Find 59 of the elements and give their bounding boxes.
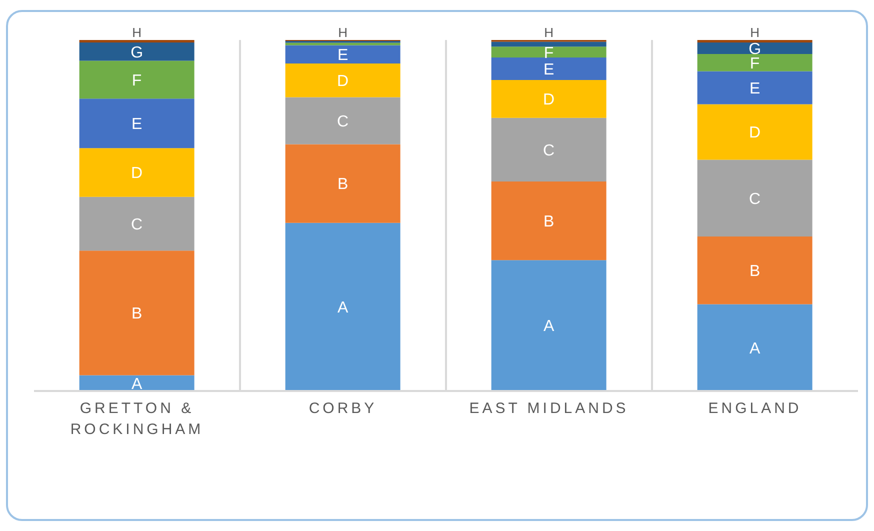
text: A: [543, 318, 554, 336]
text: A: [337, 300, 348, 317]
text: H: [750, 25, 760, 40]
bar: [697, 160, 812, 237]
series-label: A: [131, 376, 142, 393]
bar: [491, 58, 606, 80]
x-tick-label: EAST MIDLANDS: [469, 400, 629, 417]
text: D: [749, 124, 761, 142]
bar: [697, 236, 812, 304]
bar: [285, 64, 400, 98]
series-label: C: [337, 113, 349, 130]
x-tick-label: GRETTON & ROCKINGHAM: [70, 400, 204, 438]
bar: [285, 45, 400, 64]
bar: [697, 54, 812, 72]
bar: [697, 42, 812, 54]
bar: [79, 250, 194, 376]
bar: [285, 42, 400, 46]
bar: [285, 97, 400, 144]
text: C: [131, 216, 143, 234]
bar: [697, 71, 812, 104]
text: C: [543, 142, 555, 160]
text: H: [544, 25, 554, 40]
text: E: [543, 61, 554, 78]
text: G: [748, 40, 762, 58]
bar: [79, 42, 194, 61]
bar: [79, 148, 194, 197]
bar: [491, 42, 606, 47]
text: B: [337, 176, 348, 194]
text: E: [749, 80, 760, 98]
bar: [491, 260, 606, 391]
series-label: G: [130, 44, 144, 62]
series-label: D: [337, 73, 349, 90]
bar: [285, 144, 400, 223]
text: B: [131, 306, 142, 323]
bar: [697, 104, 812, 160]
bar: [79, 196, 194, 251]
series-label: E: [337, 47, 348, 64]
bar: [697, 304, 812, 391]
series-label: B: [749, 263, 760, 280]
bar: [491, 181, 606, 260]
x-tick-label: CORBY: [308, 400, 378, 417]
text: D: [543, 92, 555, 109]
bar: [491, 80, 606, 118]
series-label: F: [750, 55, 760, 72]
bar: [285, 222, 400, 391]
text: D: [131, 165, 143, 182]
text: C: [749, 190, 761, 208]
bar: [79, 60, 194, 99]
series-label: H: [132, 25, 142, 40]
bar: [79, 375, 194, 391]
bar: [491, 46, 606, 58]
text: H: [338, 25, 348, 40]
text: E: [131, 116, 142, 134]
bar: [79, 98, 194, 148]
bar: [491, 118, 606, 182]
text: A: [749, 340, 760, 358]
text: F: [132, 72, 142, 90]
x-tick-label: ENGLAND: [708, 400, 802, 417]
text: B: [543, 213, 554, 230]
